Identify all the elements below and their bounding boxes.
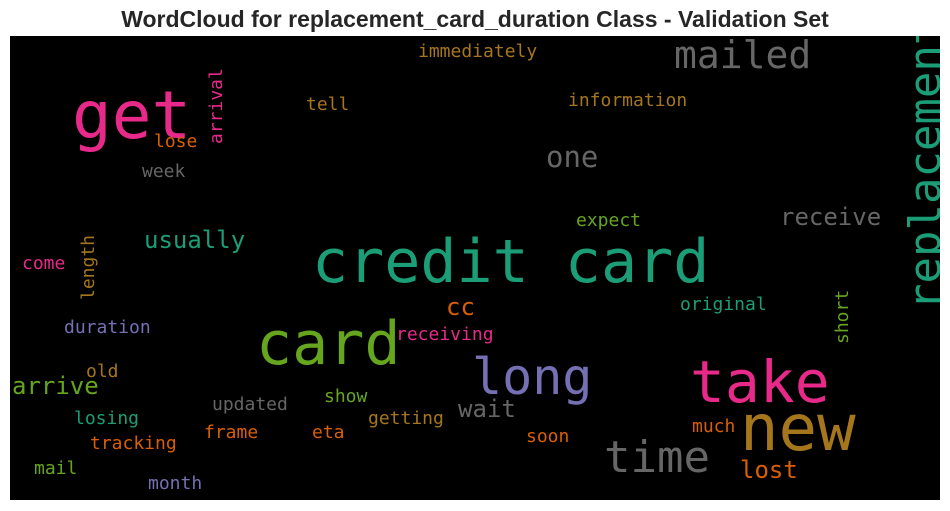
word-one: one <box>546 140 598 174</box>
word-long: long <box>472 348 592 406</box>
word-usually: usually <box>144 226 245 254</box>
word-receive: receive <box>780 203 881 231</box>
word-immediately: immediately <box>418 41 537 62</box>
word-frame: frame <box>204 422 258 443</box>
word-mailed: mailed <box>674 36 811 77</box>
word-new: new <box>740 392 856 466</box>
word-lost: lost <box>740 456 798 484</box>
word-come: come <box>22 253 65 274</box>
word-length: length <box>78 235 99 300</box>
word-get: get <box>72 77 191 154</box>
word-short: short <box>832 290 853 344</box>
word-lose: lose <box>154 131 197 152</box>
word-original: original <box>680 294 767 315</box>
word-losing: losing <box>74 408 139 429</box>
word-show: show <box>324 386 368 407</box>
word-expect: expect <box>576 210 641 231</box>
word-eta: eta <box>312 422 345 443</box>
word-arrive: arrive <box>12 372 99 400</box>
word-card: card <box>256 309 401 379</box>
word-week: week <box>142 161 186 182</box>
word-credit-card: credit card <box>312 227 709 297</box>
word-soon: soon <box>526 426 569 447</box>
word-arrival: arrival <box>206 68 227 144</box>
word-much: much <box>692 416 735 437</box>
word-tell: tell <box>306 94 349 115</box>
word-mail: mail <box>34 458 77 479</box>
word-getting: getting <box>368 408 444 429</box>
word-month: month <box>148 473 202 494</box>
word-updated: updated <box>212 394 288 415</box>
word-replacement: replacement <box>900 36 940 310</box>
word-take: take <box>690 348 830 416</box>
word-time: time <box>604 432 710 483</box>
cloud-background <box>10 36 940 500</box>
word-old: old <box>86 361 119 382</box>
word-tracking: tracking <box>90 433 177 454</box>
chart-title: WordCloud for replacement_card_duration … <box>121 6 829 32</box>
word-wait: wait <box>458 395 516 423</box>
word-information: information <box>568 90 687 111</box>
word-duration: duration <box>64 317 151 338</box>
word-cc: cc <box>446 293 475 321</box>
word-receiving: receiving <box>396 324 494 345</box>
